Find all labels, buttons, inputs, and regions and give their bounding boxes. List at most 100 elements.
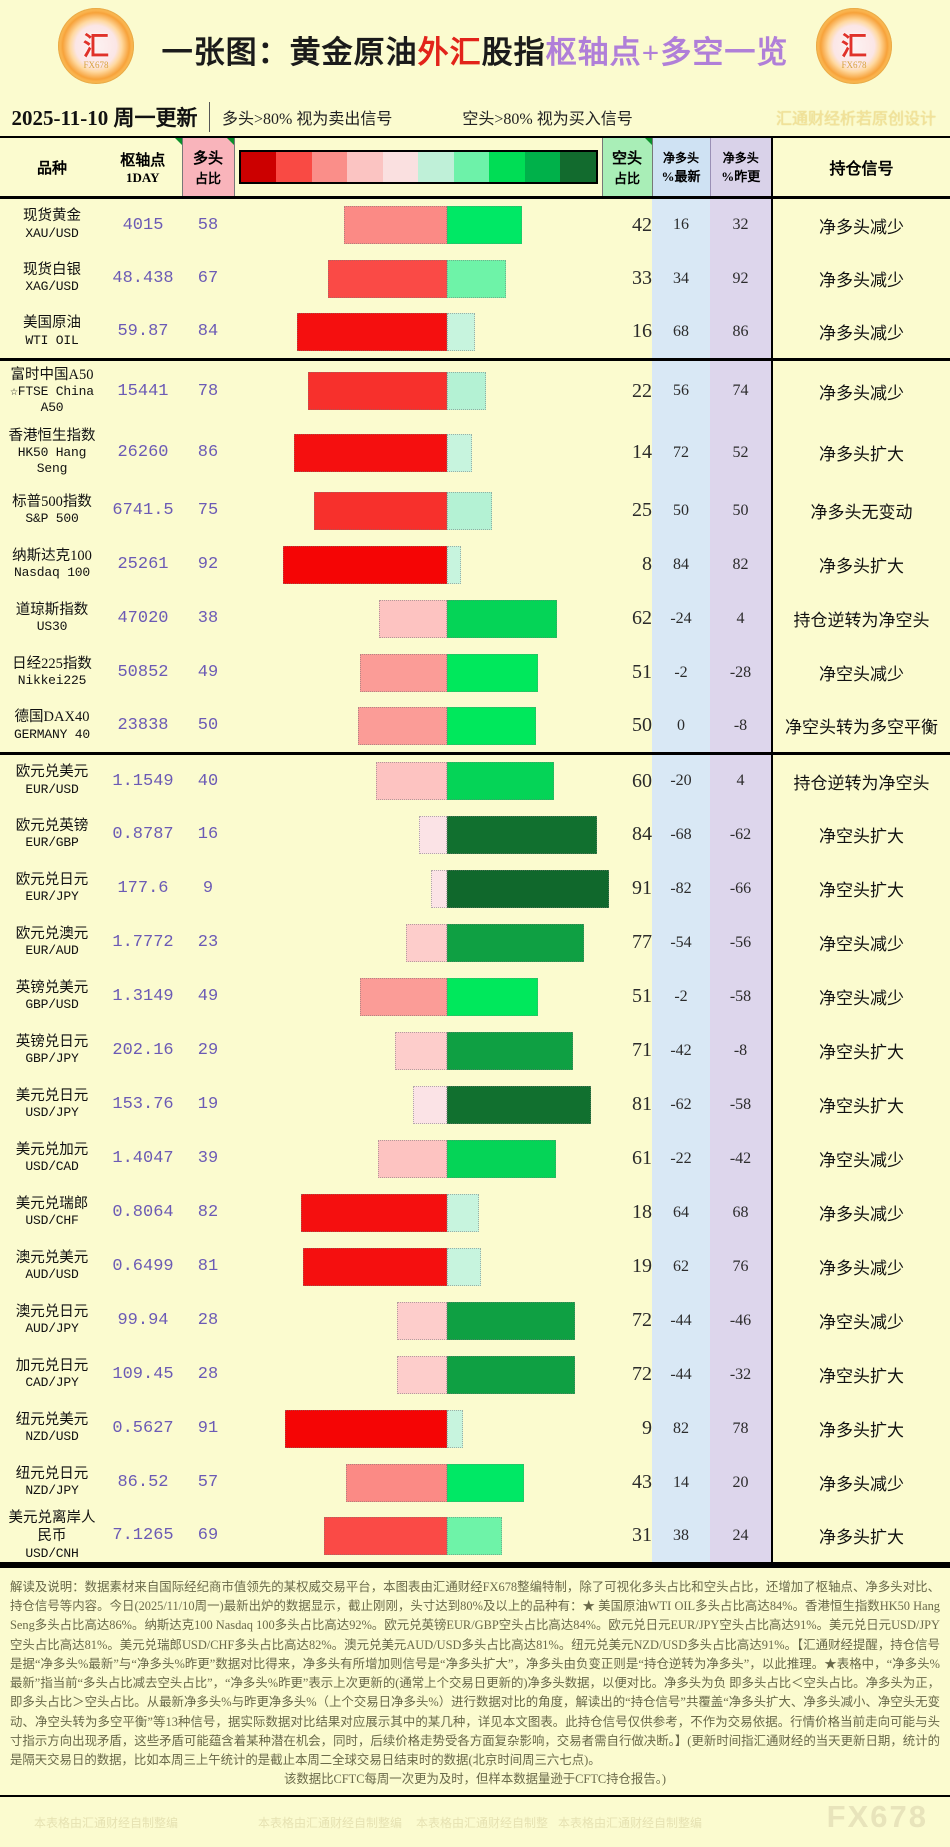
instrument-name-cn: 德国DAX40 xyxy=(14,708,90,725)
cell-pivot-point: 109.45 xyxy=(112,1365,174,1384)
instrument-name-en: US30 xyxy=(36,619,68,635)
cell-net-previous: 78 xyxy=(710,1401,773,1456)
cell-longshort-bar xyxy=(234,422,602,484)
cell-instrument-name: 澳元兑美元 AUD/USD xyxy=(0,1240,104,1294)
instrument-name-cn: 英镑兑美元 xyxy=(15,979,89,996)
cell-pivot-point: 0.6499 xyxy=(112,1257,174,1276)
bar-container xyxy=(234,869,609,908)
bar-short-segment xyxy=(447,206,522,245)
cell-instrument-name: 英镑兑美元 GBP/USD xyxy=(0,970,104,1024)
table-row: 澳元兑日元 AUD/JPY 99.94 28 72 -44 -46 净空头减少 xyxy=(0,1293,950,1348)
cell-position-signal: 净空头扩大 xyxy=(819,1043,904,1062)
cell-pivot-point: 0.8787 xyxy=(112,825,174,844)
col-header-pivot-main: 枢轴点 xyxy=(120,152,166,169)
col-header-net-latest-main: 净多头 xyxy=(662,151,699,165)
col-header-net-latest: 净多头 %最新 xyxy=(651,138,711,199)
bar-long-segment xyxy=(308,372,447,411)
table-row: 美元兑日元 USD/JPY 153.76 19 81 -62 -58 净空头扩大 xyxy=(0,1077,950,1132)
instrument-name-cn: 欧元兑美元 xyxy=(15,764,89,781)
instrument-name-en: AUD/USD xyxy=(25,1267,79,1283)
bar-long-segment xyxy=(345,1463,447,1502)
cell-instrument-name: 欧元兑美元 EUR/USD xyxy=(0,752,104,808)
cell-position-signal: 净空头扩大 xyxy=(819,827,904,846)
cell-net-previous: 50 xyxy=(710,483,773,538)
bar-long-segment xyxy=(413,1085,447,1124)
brand-logo: FX678 xyxy=(826,1799,928,1835)
bar-short-segment xyxy=(447,1409,464,1448)
bar-container xyxy=(234,206,602,245)
table-bottom-rule xyxy=(0,1562,950,1566)
cell-net-previous: 20 xyxy=(710,1455,773,1510)
bar-short-segment xyxy=(447,372,487,411)
cell-longshort-bar xyxy=(234,484,602,538)
col-header-short-main: 空头 xyxy=(611,151,642,167)
table-row: 加元兑日元 CAD/JPY 109.45 28 72 -44 -32 净空头扩大 xyxy=(0,1347,950,1402)
cell-longshort-bar xyxy=(234,646,602,700)
bar-long-segment xyxy=(397,1355,447,1394)
cell-position-signal: 净空头扩大 xyxy=(819,1097,904,1116)
col-header-short: 空头 占比 xyxy=(601,138,653,199)
cell-net-previous: -8 xyxy=(710,699,773,754)
cell-long-percent: 91 xyxy=(197,1419,219,1438)
color-legend xyxy=(238,150,598,184)
bar-container xyxy=(234,545,602,584)
bar-short-segment xyxy=(447,433,472,472)
bar-container xyxy=(234,312,602,351)
cell-short-percent: 71 xyxy=(632,1039,652,1061)
cell-net-previous: -66 xyxy=(710,861,773,916)
title-part-4: 枢轴点+多空一览 xyxy=(545,34,789,70)
cell-instrument-name: 美元兑加元 USD/CAD xyxy=(0,1132,104,1186)
cell-position-signal: 净多头扩大 xyxy=(819,557,904,576)
cell-net-latest: -42 xyxy=(652,1023,710,1078)
cell-longshort-bar xyxy=(234,808,602,862)
cell-position-signal: 净空头减少 xyxy=(819,1313,904,1332)
legend-swatch-1 xyxy=(276,152,312,182)
cell-pivot-point: 0.5627 xyxy=(112,1419,174,1438)
signal-rules: 多头>80% 视为卖出信号 空头>80% 视为买入信号 xyxy=(210,105,776,129)
bar-container xyxy=(234,491,602,530)
cell-net-latest: -68 xyxy=(652,807,710,862)
cell-short-percent: 60 xyxy=(602,752,652,808)
bar-long-segment xyxy=(359,653,447,692)
seal-logo-left: 汇 FX678 xyxy=(58,8,134,84)
bar-container xyxy=(234,815,602,854)
cell-pivot-point: 4015 xyxy=(122,215,164,235)
cell-position-signal: 净空头减少 xyxy=(819,935,904,954)
cell-net-previous: 4 xyxy=(710,752,773,808)
cell-net-latest: -54 xyxy=(652,915,710,970)
cell-instrument-name: 德国DAX40 GERMANY 40 xyxy=(0,700,104,754)
cell-instrument-name: 纽元兑美元 NZD/USD xyxy=(0,1402,104,1456)
cell-net-latest: 62 xyxy=(652,1239,710,1294)
cell-short-percent: 91 xyxy=(632,877,652,899)
cell-net-previous: -28 xyxy=(710,645,773,700)
bar-long-segment xyxy=(430,869,447,908)
cell-net-previous: -62 xyxy=(710,807,773,862)
cell-position-signal: 净多头减少 xyxy=(819,1259,904,1278)
table-row: 澳元兑美元 AUD/USD 0.6499 81 19 62 76 净多头减少 xyxy=(0,1239,950,1294)
cell-net-latest: -62 xyxy=(652,1077,710,1132)
cell-net-previous: -32 xyxy=(710,1347,773,1402)
bar-container xyxy=(234,762,602,801)
comment-indicator-icon xyxy=(226,138,234,145)
cell-net-latest: 68 xyxy=(652,305,710,360)
legend-swatch-7 xyxy=(489,152,525,182)
cell-position-signal: 净多头扩大 xyxy=(819,1421,904,1440)
cell-longshort-bar xyxy=(234,198,602,252)
table-row: 纽元兑美元 NZD/USD 0.5627 91 9 82 78 净多头扩大 xyxy=(0,1401,950,1456)
cell-longshort-bar xyxy=(234,306,602,360)
cell-net-latest: -20 xyxy=(652,752,710,808)
cell-instrument-name: 纳斯达克100 Nasdaq 100 xyxy=(0,538,104,592)
cell-position-signal: 净多头扩大 xyxy=(819,1528,904,1548)
cell-net-latest: -22 xyxy=(652,1131,710,1186)
spacer-cell xyxy=(602,1562,652,1566)
cell-short-percent: 72 xyxy=(632,1309,652,1331)
cell-instrument-name: 美元兑瑞郎 USD/CHF xyxy=(0,1186,104,1240)
cell-instrument-name: 现货黄金 XAU/USD xyxy=(0,198,104,252)
cell-longshort-bar xyxy=(234,1186,602,1240)
table-row: 美元兑瑞郎 USD/CHF 0.8064 82 18 64 68 净多头减少 xyxy=(0,1185,950,1240)
legend-swatch-2 xyxy=(311,152,347,182)
positions-table: 品种 枢轴点 1DAY 多头 占比 空头 占比 xyxy=(0,138,950,1566)
cell-net-previous: 74 xyxy=(710,358,773,422)
cell-instrument-name: 加元兑日元 CAD/JPY xyxy=(0,1348,104,1402)
legend-swatch-4 xyxy=(382,152,418,182)
